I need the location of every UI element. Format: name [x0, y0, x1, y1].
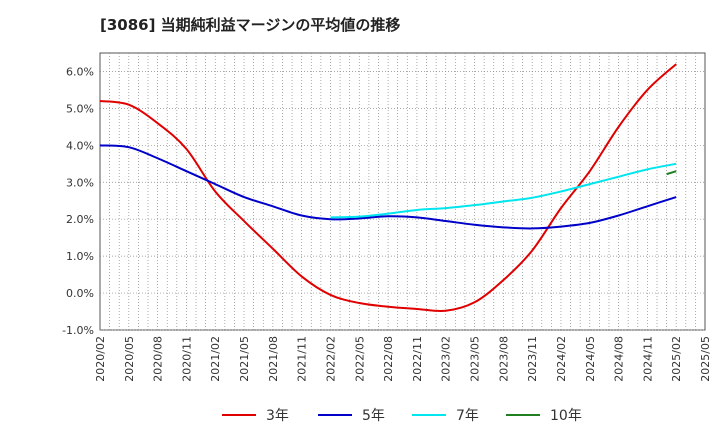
- legend-item: 7年: [412, 402, 479, 428]
- x-tick-label: 2022/05: [353, 336, 366, 382]
- x-tick-label: 2023/02: [440, 336, 453, 382]
- x-tick-label: 2020/11: [180, 336, 193, 382]
- legend-label: 7年: [456, 408, 479, 424]
- x-tick-label: 2021/11: [296, 336, 309, 382]
- x-tick-label: 2024/02: [555, 336, 568, 382]
- legend-swatch: [222, 414, 256, 416]
- series-line-5年: [99, 144, 677, 230]
- x-tick-label: 2023/08: [497, 336, 510, 382]
- y-tick-label: 0.0%: [66, 287, 94, 300]
- x-tick-label: 2021/05: [238, 336, 251, 382]
- series-line-10年: [666, 170, 677, 176]
- legend-item: 3年: [222, 402, 289, 428]
- x-tick-label: 2024/05: [584, 336, 597, 382]
- x-tick-label: 2020/05: [123, 336, 136, 382]
- x-tick-label: 2024/08: [613, 336, 626, 382]
- x-tick-label: 2021/02: [209, 336, 222, 382]
- x-tick-label: 2022/02: [324, 336, 337, 382]
- x-tick-label: 2022/11: [411, 336, 424, 382]
- y-tick-label: 1.0%: [66, 250, 94, 263]
- series-lines: [99, 63, 677, 313]
- x-tick-label: 2023/11: [526, 336, 539, 382]
- plot-area: [99, 52, 706, 331]
- legend-swatch: [412, 414, 446, 416]
- x-tick-label: 2023/05: [469, 336, 482, 382]
- legend-swatch: [506, 414, 540, 416]
- y-tick-label: 3.0%: [66, 176, 94, 189]
- legend-swatch: [318, 414, 352, 416]
- series-line-3年: [99, 63, 677, 313]
- chart-title: [3086] 当期純利益マージンの平均値の推移: [100, 16, 401, 34]
- legend-label: 10年: [550, 408, 582, 424]
- legend: 3年 5年 7年 10年: [0, 402, 720, 432]
- legend-label: 3年: [266, 408, 289, 424]
- legend-item: 5年: [318, 402, 385, 428]
- legend-label: 5年: [362, 408, 385, 424]
- series-line-7年: [330, 162, 677, 219]
- y-tick-labels: 6.0% 5.0% 4.0% 3.0% 2.0% 1.0% 0.0% -1.0%: [62, 65, 94, 337]
- x-tick-label: 2020/08: [152, 336, 165, 382]
- x-tick-labels: 2020/02 2020/05 2020/08 2020/11 2021/02 2021/…: [94, 336, 712, 382]
- y-tick-label: 6.0%: [66, 65, 94, 78]
- x-tick-label: 2025/05: [699, 336, 712, 382]
- y-tick-label: -1.0%: [62, 324, 94, 337]
- x-tick-label: 2022/08: [382, 336, 395, 382]
- x-tick-label: 2025/02: [670, 336, 683, 382]
- legend-item: 10年: [506, 402, 582, 428]
- x-tick-label: 2020/02: [94, 336, 107, 382]
- line-chart: 6.0% 5.0% 4.0% 3.0% 2.0% 1.0% 0.0% -1.0% 2020/0…: [62, 52, 712, 382]
- y-tick-label: 2.0%: [66, 213, 94, 226]
- y-tick-label: 5.0%: [66, 102, 94, 115]
- y-tick-label: 4.0%: [66, 139, 94, 152]
- x-tick-label: 2021/08: [267, 336, 280, 382]
- x-tick-label: 2024/11: [641, 336, 654, 382]
